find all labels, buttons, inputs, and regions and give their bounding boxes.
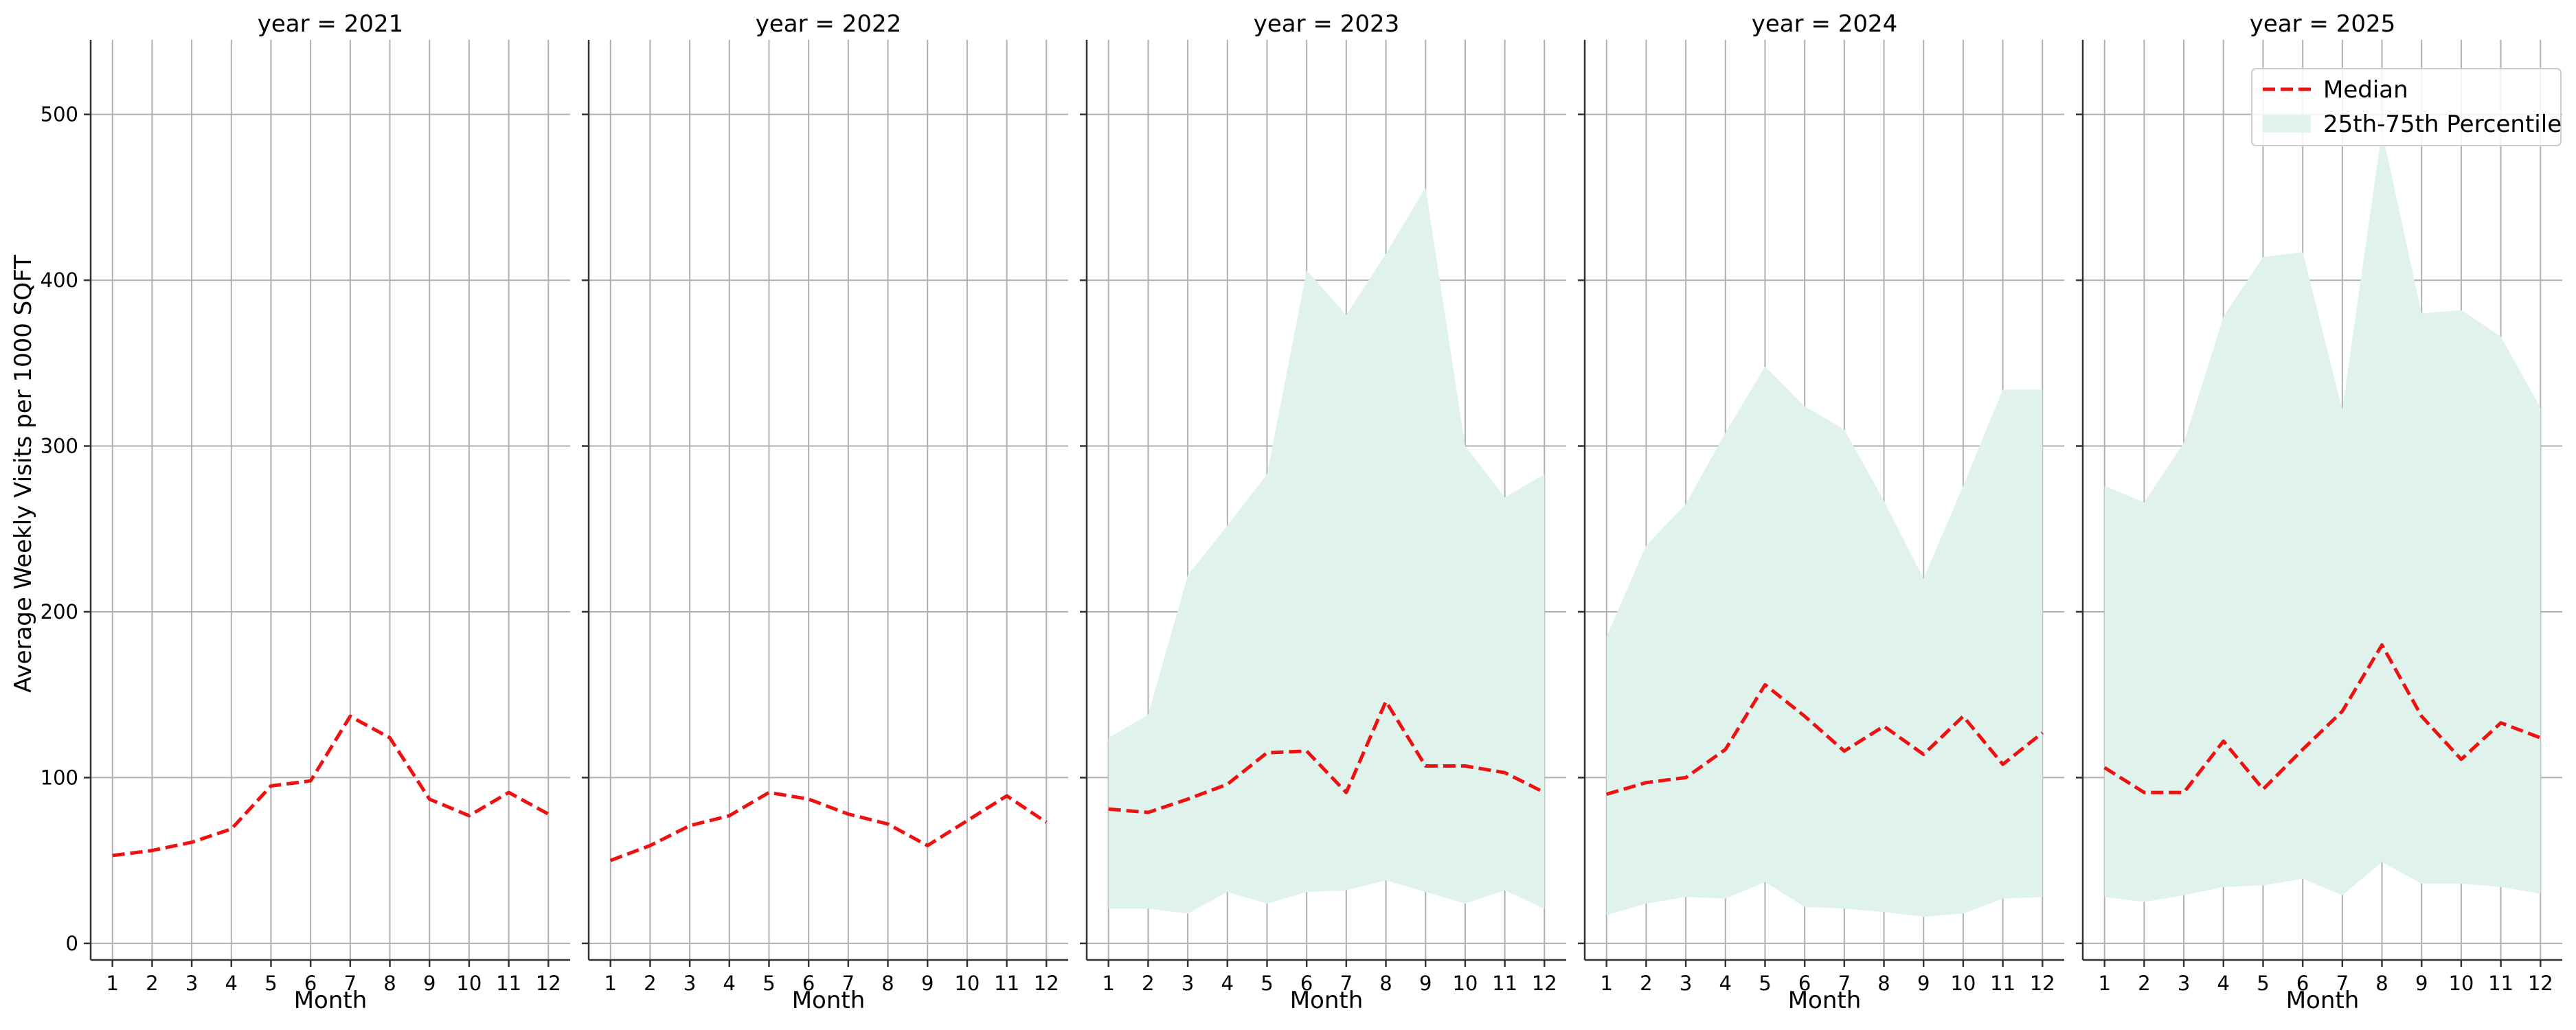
x-tick-label: 4	[1719, 972, 1732, 995]
x-tick-label: 7	[2336, 972, 2349, 995]
x-tick-label: 11	[2488, 972, 2513, 995]
median-line	[2103, 643, 2542, 794]
x-tick-label: 5	[762, 972, 775, 995]
legend: Median 25th-75th Percentile	[2251, 68, 2562, 146]
x-tick-label: 11	[496, 972, 521, 995]
median-line	[609, 790, 1048, 862]
x-tick-label: 1	[605, 972, 617, 995]
y-tick-label: 400	[41, 268, 78, 292]
x-tick-label: 7	[1838, 972, 1851, 995]
x-tick-label: 3	[1680, 972, 1692, 995]
x-tick-label: 4	[225, 972, 238, 995]
x-tick-label: 2	[1640, 972, 1652, 995]
x-tick-label: 5	[1261, 972, 1273, 995]
percentile-band	[1108, 187, 1545, 914]
percentile-band	[2104, 130, 2541, 902]
x-tick-label: 1	[1601, 972, 1613, 995]
x-tick-label: 1	[106, 972, 119, 995]
y-tick-label: 0	[66, 932, 78, 955]
x-tick-label: 12	[2528, 972, 2553, 995]
x-tick-label: 7	[1340, 972, 1353, 995]
median-line	[112, 714, 550, 858]
panel-title: year = 2025	[2250, 10, 2395, 38]
x-tick-label: 4	[2217, 972, 2230, 995]
y-tick-label: 500	[41, 103, 78, 126]
percentile-band	[1606, 366, 2043, 917]
x-tick-label: 8	[2375, 972, 2388, 995]
x-tick-label: 5	[2257, 972, 2269, 995]
x-axis-label: Month	[1290, 987, 1364, 1014]
x-tick-label: 11	[1990, 972, 2015, 995]
x-tick-label: 3	[1182, 972, 1194, 995]
x-tick-label: 11	[994, 972, 1019, 995]
legend-median-label: Median	[2323, 76, 2408, 104]
x-tick-label: 2	[644, 972, 656, 995]
x-tick-label: 8	[881, 972, 894, 995]
x-tick-label: 12	[1034, 972, 1059, 995]
x-tick-label: 7	[344, 972, 357, 995]
y-tick-label: 200	[41, 600, 78, 623]
median-line	[1605, 683, 2044, 796]
x-tick-label: 8	[1877, 972, 1890, 995]
x-tick-label: 7	[842, 972, 855, 995]
x-tick-label: 12	[2030, 972, 2055, 995]
y-tick-label: 100	[41, 766, 78, 789]
x-tick-label: 10	[1452, 972, 1478, 995]
x-tick-label: 9	[1917, 972, 1930, 995]
x-tick-label: 6	[2296, 972, 2309, 995]
x-tick-label: 10	[954, 972, 980, 995]
x-tick-label: 8	[383, 972, 396, 995]
x-tick-label: 5	[1759, 972, 1771, 995]
x-tick-label: 12	[536, 972, 561, 995]
x-tick-label: 9	[2415, 972, 2428, 995]
panel-title: year = 2021	[258, 10, 403, 38]
x-axis-label: Month	[1788, 987, 1862, 1014]
x-tick-label: 3	[2178, 972, 2190, 995]
x-tick-label: 6	[1300, 972, 1313, 995]
x-tick-label: 11	[1492, 972, 1517, 995]
x-tick-label: 10	[456, 972, 482, 995]
x-tick-label: 2	[146, 972, 158, 995]
x-tick-label: 9	[921, 972, 934, 995]
x-tick-label: 12	[1532, 972, 1557, 995]
x-tick-label: 2	[1142, 972, 1154, 995]
x-tick-label: 4	[723, 972, 736, 995]
x-axis-label: Month	[294, 987, 368, 1014]
panel-title: year = 2022	[756, 10, 901, 38]
x-axis-label: Month	[2286, 987, 2360, 1014]
y-tick-label: 300	[41, 435, 78, 458]
panel-title: year = 2024	[1752, 10, 1897, 38]
x-tick-label: 6	[802, 972, 815, 995]
x-tick-label: 6	[304, 972, 317, 995]
x-tick-label: 9	[423, 972, 436, 995]
x-tick-label: 9	[1419, 972, 1432, 995]
legend-box	[2251, 68, 2562, 146]
x-tick-label: 6	[1798, 972, 1811, 995]
x-tick-label: 3	[185, 972, 198, 995]
panel-title: year = 2023	[1254, 10, 1399, 38]
x-tick-label: 3	[683, 972, 696, 995]
x-axis-label: Month	[792, 987, 866, 1014]
y-axis-label: Average Weekly Visits per 1000 SQFT	[10, 255, 37, 693]
x-tick-label: 10	[1950, 972, 1976, 995]
x-tick-label: 2	[2138, 972, 2150, 995]
legend-band-swatch	[2263, 115, 2311, 133]
legend-band-label: 25th-75th Percentile	[2323, 111, 2562, 138]
x-tick-label: 4	[1221, 972, 1234, 995]
median-line	[1108, 699, 1546, 814]
x-tick-label: 1	[1103, 972, 1115, 995]
x-tick-label: 10	[2448, 972, 2474, 995]
x-tick-label: 8	[1379, 972, 1392, 995]
x-tick-label: 1	[2099, 972, 2111, 995]
x-tick-label: 5	[264, 972, 277, 995]
